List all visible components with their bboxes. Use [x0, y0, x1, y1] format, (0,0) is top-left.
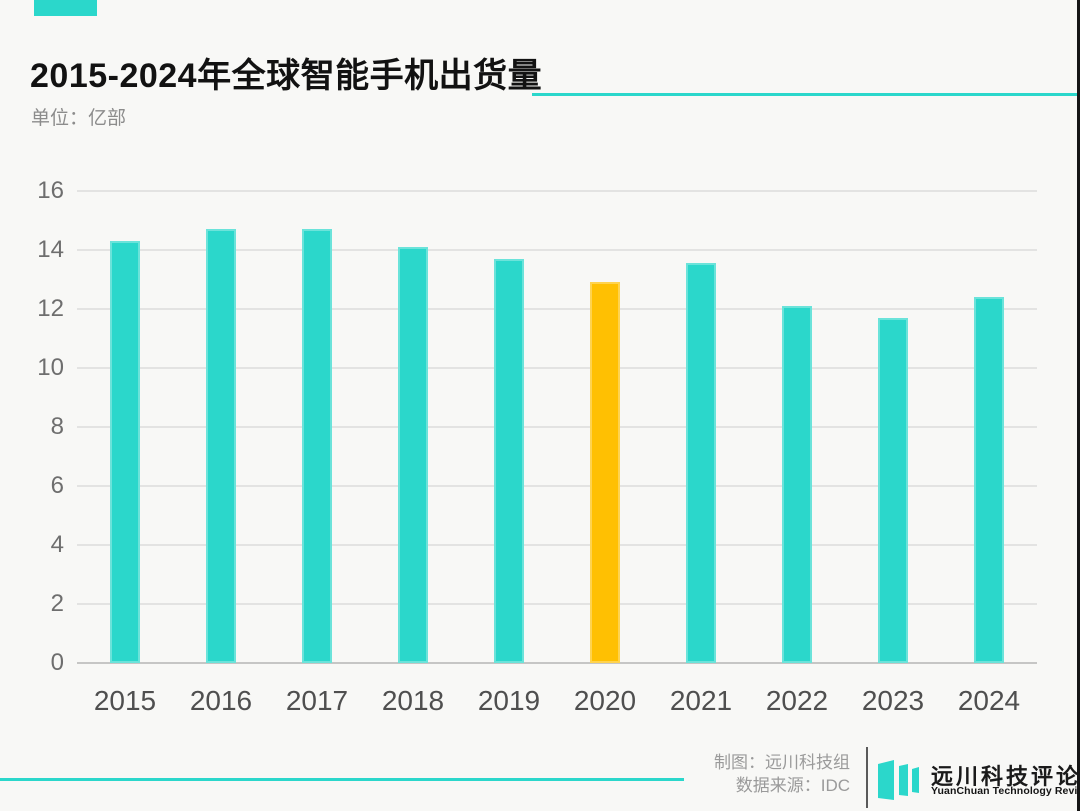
grid-line — [77, 249, 1037, 251]
logo-divider — [866, 747, 868, 808]
x-tick-label: 2020 — [573, 685, 637, 716]
chart-credits: 制图：远川科技组 数据来源：IDC — [714, 751, 850, 797]
y-tick-label: 10 — [37, 354, 64, 381]
screen-right-border — [1077, 0, 1080, 811]
chart-title: 2015-2024年全球智能手机出货量 — [30, 57, 543, 95]
x-tick-label: 2017 — [285, 685, 349, 716]
x-tick-label: 2019 — [477, 685, 541, 716]
x-tick-label: 2018 — [381, 685, 445, 716]
x-tick-label: 2023 — [861, 685, 925, 716]
x-tick-label: 2016 — [189, 685, 253, 716]
footer-accent-line — [0, 778, 684, 781]
credit-author: 制图：远川科技组 — [714, 753, 850, 772]
grid-line — [77, 367, 1037, 369]
bar-2024 — [974, 297, 1004, 663]
bar-2019 — [494, 259, 524, 663]
logo-name-en: YuanChuan Technology Review — [931, 785, 1080, 797]
y-tick-label: 14 — [37, 236, 64, 263]
x-tick-label: 2024 — [957, 685, 1021, 716]
x-axis-line — [77, 662, 1037, 664]
bar-2017 — [302, 229, 332, 663]
x-tick-label: 2021 — [669, 685, 733, 716]
x-tick-label: 2022 — [765, 685, 829, 716]
x-tick-label: 2015 — [93, 685, 157, 716]
bar-2016 — [206, 229, 236, 663]
grid-line — [77, 603, 1037, 605]
y-tick-label: 2 — [50, 590, 64, 617]
grid-line — [77, 190, 1037, 192]
y-tick-label: 12 — [37, 295, 64, 322]
title-underline — [532, 93, 1080, 96]
bar-2021 — [686, 263, 716, 663]
bar-2015 — [110, 241, 140, 663]
bar-2023 — [878, 318, 908, 663]
unit-label: 单位：亿部 — [31, 108, 127, 129]
grid-line — [77, 426, 1037, 428]
grid-line — [77, 308, 1037, 310]
bar-2022 — [782, 306, 812, 663]
yuanchuan-logo-icon — [878, 760, 919, 800]
y-tick-label: 16 — [37, 177, 64, 204]
y-tick-label: 0 — [50, 649, 64, 676]
y-tick-label: 8 — [50, 413, 64, 440]
grid-line — [77, 544, 1037, 546]
logo-name-cn: 远川科技评论 — [931, 764, 1080, 789]
bar-2018 — [398, 247, 428, 663]
y-tick-label: 4 — [50, 531, 64, 558]
accent-rect — [34, 0, 97, 16]
grid-line — [77, 485, 1037, 487]
bar-2020 — [590, 282, 620, 663]
credit-source: 数据来源：IDC — [735, 776, 850, 795]
y-tick-label: 6 — [50, 472, 64, 499]
